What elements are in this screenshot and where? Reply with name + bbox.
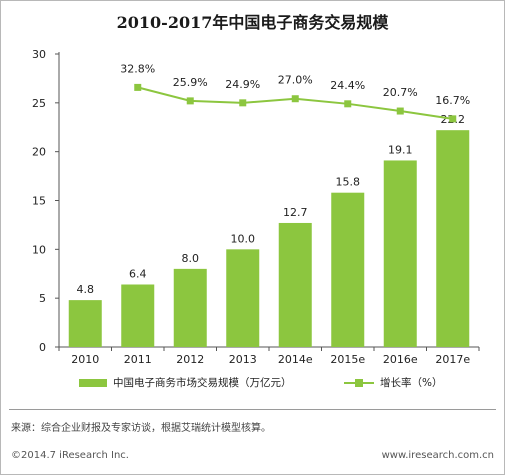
- bar-2010: [68, 300, 102, 347]
- growth-rate-marker: [239, 99, 247, 107]
- y-tick-label: 20: [32, 146, 46, 159]
- growth-rate-label: 32.8%: [120, 62, 155, 75]
- y-tick-label: 15: [32, 195, 46, 208]
- growth-rate-marker: [134, 83, 142, 91]
- growth-rate-label: 24.9%: [225, 78, 260, 91]
- y-tick-label: 25: [32, 97, 46, 110]
- growth-rate-marker: [291, 95, 299, 103]
- legend-line-series: 增长率（%）: [344, 375, 442, 390]
- x-tick-label: 2011: [124, 353, 152, 366]
- x-tick-label: 2013: [229, 353, 257, 366]
- source-note: 来源：综合企业财报及专家访谈，根据艾瑞统计模型核算。: [11, 423, 271, 434]
- bar-2011: [121, 284, 155, 347]
- growth-rate-marker: [344, 100, 352, 108]
- bar-value-label: 19.1: [388, 143, 413, 156]
- legend-bar-series: 中国电子商务市场交易规模（万亿元）: [79, 375, 292, 390]
- chart-title: 2010-2017年中国电子商务交易规模: [116, 13, 389, 32]
- x-tick-label: 2010: [71, 353, 99, 366]
- chart-plot: 0510152025304.86.48.010.012.715.819.122.…: [32, 48, 480, 366]
- x-tick-label: 2016e: [383, 353, 418, 366]
- copyright-text: ©2014.7 iResearch Inc.: [11, 450, 129, 461]
- y-tick-label: 0: [39, 341, 46, 354]
- bar-2014e: [278, 222, 312, 347]
- bar-2013: [226, 249, 260, 347]
- x-tick-label: 2015e: [330, 353, 365, 366]
- bar-value-label: 15.8: [336, 176, 361, 189]
- growth-rate-marker: [186, 97, 194, 105]
- legend-bar-swatch: [79, 378, 107, 387]
- growth-rate-marker: [396, 107, 404, 115]
- x-tick-label: 2017e: [435, 353, 470, 366]
- x-tick-label: 2014e: [278, 353, 313, 366]
- growth-rate-marker: [449, 115, 457, 123]
- bar-value-label: 6.4: [129, 267, 147, 280]
- growth-rate-label: 25.9%: [173, 76, 208, 89]
- bar-2017e: [436, 130, 470, 347]
- x-tick-label: 2012: [176, 353, 204, 366]
- growth-rate-label: 20.7%: [383, 86, 418, 99]
- y-tick-label: 30: [32, 48, 46, 61]
- legend-line-label: 增长率（%）: [380, 377, 443, 389]
- legend-bar-label: 中国电子商务市场交易规模（万亿元）: [113, 377, 292, 389]
- legend-line-swatch: [344, 378, 374, 387]
- bar-value-label: 4.8: [77, 283, 95, 296]
- growth-rate-label: 24.4%: [330, 79, 365, 92]
- bar-value-label: 10.0: [231, 232, 256, 245]
- y-tick-label: 10: [32, 243, 46, 256]
- source-divider: [9, 409, 496, 410]
- website-link[interactable]: www.iresearch.com.cn: [381, 450, 494, 461]
- bar-value-label: 8.0: [182, 252, 200, 265]
- bar-2012: [173, 268, 207, 347]
- growth-rate-label: 16.7%: [435, 94, 470, 107]
- growth-rate-label: 27.0%: [278, 74, 313, 87]
- bar-2016e: [383, 160, 417, 347]
- bar-2015e: [331, 192, 365, 347]
- bar-value-label: 12.7: [283, 206, 308, 219]
- y-tick-label: 5: [39, 292, 46, 305]
